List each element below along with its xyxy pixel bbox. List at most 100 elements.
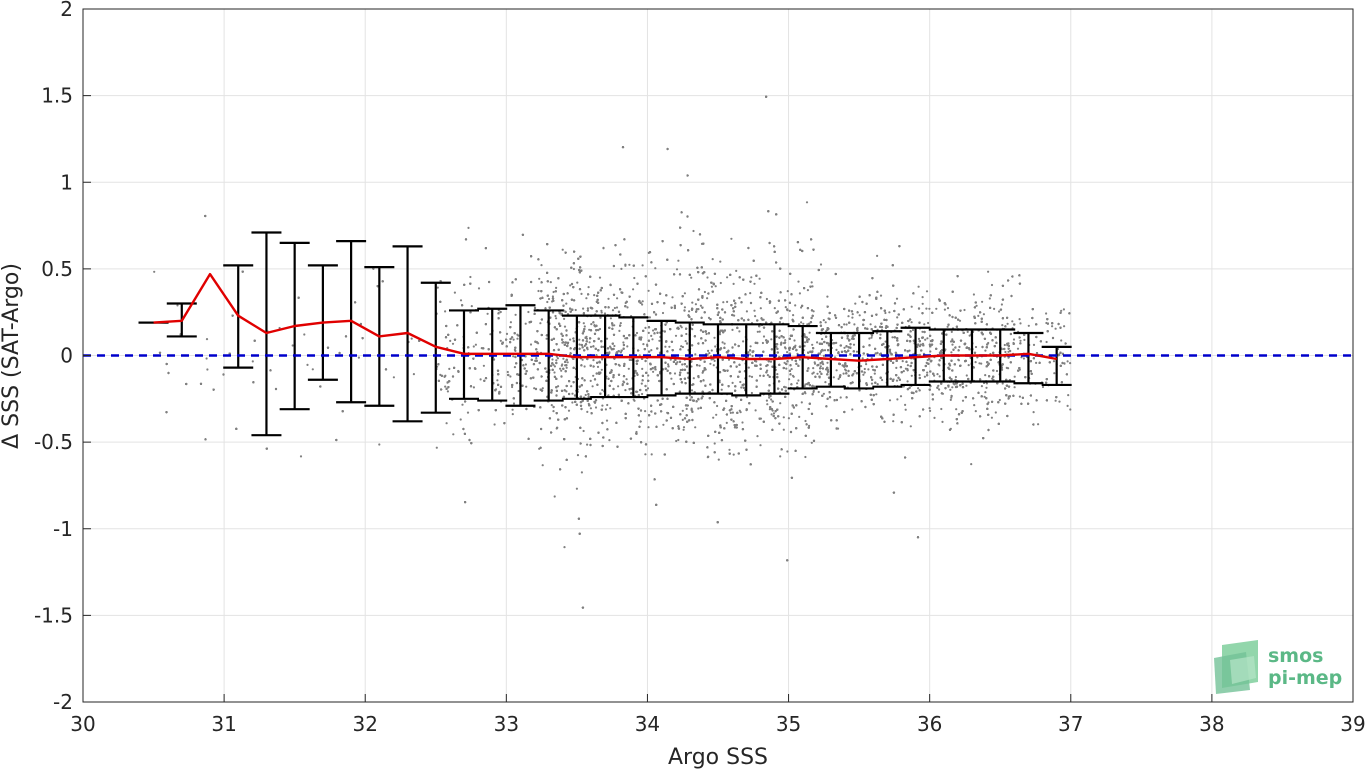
scatter-point xyxy=(851,313,854,316)
scatter-point xyxy=(723,342,726,345)
scatter-point xyxy=(772,412,776,415)
scatter-point xyxy=(896,316,899,319)
scatter-point xyxy=(946,307,950,310)
scatter-point xyxy=(716,404,719,408)
scatter-point xyxy=(582,322,585,325)
scatter-point xyxy=(466,411,470,414)
scatter-point xyxy=(563,325,567,328)
scatter-point xyxy=(509,321,512,324)
scatter-point xyxy=(966,330,969,333)
scatter-point xyxy=(791,358,794,361)
scatter-point xyxy=(506,370,509,374)
scatter-point xyxy=(911,328,915,332)
scatter-point xyxy=(872,368,875,371)
scatter-point xyxy=(1060,309,1063,312)
scatter-point xyxy=(1066,360,1069,363)
scatter-point xyxy=(925,307,928,310)
scatter-point xyxy=(206,368,209,371)
scatter-point xyxy=(553,371,556,374)
scatter-point xyxy=(509,375,512,378)
scatter-point xyxy=(798,292,802,295)
scatter-point xyxy=(843,323,846,326)
scatter-point xyxy=(717,458,720,461)
scatter-point xyxy=(552,290,555,294)
scatter-point xyxy=(582,429,585,433)
scatter-point xyxy=(600,311,603,314)
scatter-point xyxy=(586,410,589,413)
scatter-point xyxy=(782,416,785,419)
scatter-point xyxy=(681,345,685,349)
scatter-point xyxy=(575,487,579,490)
scatter-point xyxy=(779,455,782,458)
scatter-point xyxy=(596,365,600,368)
scatter-point xyxy=(439,373,442,376)
scatter-point xyxy=(719,281,722,285)
scatter-point xyxy=(765,399,769,402)
scatter-point xyxy=(680,326,683,329)
scatter-point xyxy=(461,403,464,406)
scatter-point xyxy=(640,382,643,385)
scatter-point xyxy=(671,296,674,299)
scatter-point xyxy=(626,306,629,309)
scatter-point xyxy=(378,443,381,446)
scatter-point xyxy=(824,381,827,384)
scatter-point xyxy=(524,363,528,366)
scatter-point xyxy=(980,385,984,388)
scatter-point xyxy=(754,409,757,412)
scatter-point xyxy=(647,374,650,377)
scatter-point xyxy=(291,344,294,347)
scatter-point xyxy=(679,368,682,372)
scatter-point xyxy=(554,314,557,318)
scatter-point xyxy=(804,341,807,344)
scatter-point xyxy=(469,275,472,279)
scatter-point xyxy=(664,345,667,348)
scatter-point xyxy=(517,389,520,393)
scatter-point xyxy=(642,343,645,346)
scatter-point xyxy=(646,387,650,390)
scatter-point xyxy=(940,407,943,411)
scatter-point xyxy=(879,294,883,297)
scatter-point xyxy=(582,307,585,310)
scatter-point xyxy=(854,302,857,305)
scatter-point xyxy=(708,352,711,355)
scatter-point xyxy=(816,372,819,375)
scatter-point xyxy=(714,285,717,288)
scatter-point xyxy=(1051,325,1054,328)
scatter-point xyxy=(790,368,793,371)
scatter-point xyxy=(983,395,986,398)
scatter-point xyxy=(759,374,762,377)
scatter-point xyxy=(732,282,735,285)
scatter-point xyxy=(493,423,496,426)
scatter-point xyxy=(826,295,829,298)
scatter-point xyxy=(545,337,548,340)
scatter-point xyxy=(540,264,543,267)
scatter-point xyxy=(565,390,568,393)
scatter-point xyxy=(496,379,499,382)
scatter-point xyxy=(602,247,605,250)
scatter-point xyxy=(806,289,810,292)
scatter-point xyxy=(792,375,795,378)
scatter-point xyxy=(822,354,826,357)
scatter-point xyxy=(690,276,693,279)
scatter-point xyxy=(470,305,473,308)
scatter-point xyxy=(592,359,595,362)
scatter-point xyxy=(928,407,931,410)
scatter-point xyxy=(453,291,456,294)
scatter-point xyxy=(650,349,653,352)
scatter-point xyxy=(311,368,314,371)
scatter-point xyxy=(618,329,621,332)
scatter-point xyxy=(641,392,644,396)
scatter-point xyxy=(756,330,759,333)
scatter-point xyxy=(459,299,463,302)
scatter-point xyxy=(562,357,565,360)
scatter-point xyxy=(926,337,929,340)
scatter-point xyxy=(624,389,627,392)
scatter-point xyxy=(861,357,864,360)
scatter-point xyxy=(703,290,707,294)
scatter-point xyxy=(650,334,653,337)
scatter-point xyxy=(588,328,591,331)
scatter-point xyxy=(299,455,303,458)
scatter-point xyxy=(770,413,773,416)
scatter-point xyxy=(448,367,451,370)
scatter-point xyxy=(779,402,782,405)
